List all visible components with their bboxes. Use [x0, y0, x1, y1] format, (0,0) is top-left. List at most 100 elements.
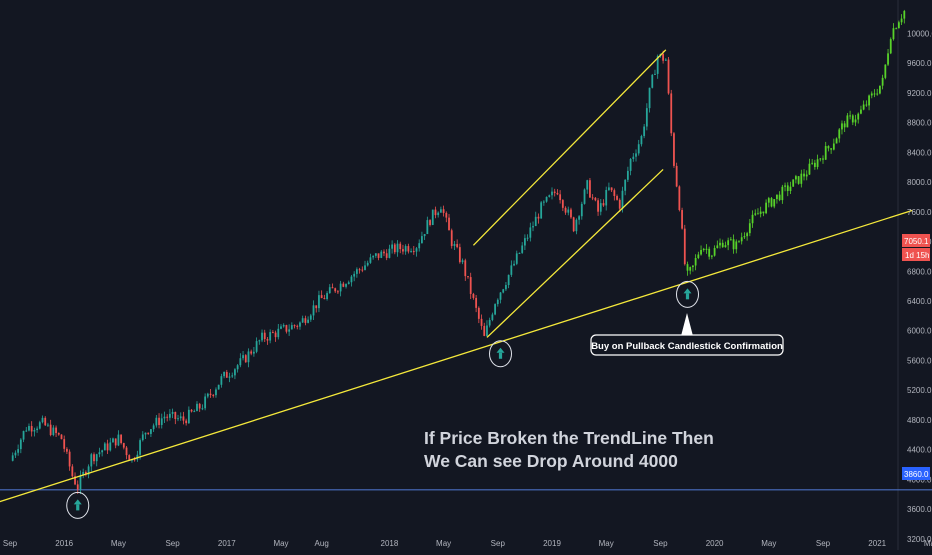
candle-body: [705, 248, 708, 250]
candle-body: [187, 409, 190, 424]
candle-body: [505, 285, 507, 290]
candle-body: [19, 439, 22, 450]
candle-body: [857, 113, 860, 120]
candle-body: [84, 471, 87, 475]
candle-body: [572, 217, 575, 232]
candle-body: [339, 283, 342, 292]
candle-body: [605, 189, 608, 206]
candle-body: [610, 187, 613, 191]
candle-body: [789, 186, 792, 191]
candle-body: [594, 197, 597, 201]
buy-marker-1: [66, 491, 90, 519]
candle-body: [746, 233, 749, 237]
candle-body: [526, 237, 529, 239]
candle-body: [762, 211, 765, 214]
candle-body: [710, 255, 713, 257]
candle-body: [318, 295, 320, 309]
candle-body: [618, 199, 621, 209]
candle-body: [556, 192, 559, 195]
y-tick-label: 8800.0: [907, 119, 932, 128]
y-tick-label: 5200.0: [907, 386, 932, 395]
candle-body: [421, 236, 423, 244]
x-tick-label: May: [924, 539, 932, 548]
candle-body: [331, 287, 334, 289]
candle-body: [586, 180, 589, 190]
candle-body: [28, 426, 30, 431]
x-tick-label: 2021: [868, 539, 886, 548]
trendline-1[interactable]: [0, 209, 913, 503]
candle-body: [158, 417, 160, 425]
candle-body: [361, 269, 364, 271]
candle-body: [95, 454, 98, 462]
candle-body: [589, 180, 591, 198]
candle-body: [670, 93, 673, 134]
candle-body: [179, 416, 182, 419]
candle-body: [721, 242, 724, 248]
candle-body: [553, 191, 556, 193]
y-tick-label: 6800.0: [907, 267, 932, 276]
trendline-2[interactable]: [486, 168, 664, 338]
candle-body: [288, 329, 291, 332]
candle-body: [388, 248, 391, 258]
candle-body: [494, 304, 496, 315]
candle-body: [458, 247, 461, 263]
candle-body: [776, 194, 778, 200]
callout-box: Buy on Pullback Candlestick Confirmation: [590, 313, 784, 356]
candle-body: [312, 305, 315, 316]
candle-body: [635, 153, 637, 157]
candle-body: [735, 241, 738, 250]
candle-body: [621, 190, 624, 209]
candle-body: [537, 216, 540, 219]
candle-body: [383, 251, 385, 254]
candle-body: [355, 269, 358, 274]
candle-body: [429, 220, 431, 225]
candle-body: [702, 248, 705, 251]
candle-body: [578, 216, 580, 220]
candle-body: [716, 245, 719, 249]
callout-label: Buy on Pullback Candlestick Confirmation: [591, 341, 783, 352]
candle-body: [786, 185, 789, 191]
candle-body: [534, 216, 537, 227]
candle-body: [144, 432, 147, 435]
candle-body: [285, 325, 288, 332]
candle-body: [320, 295, 323, 299]
candle-body: [52, 427, 55, 436]
support-price-text: 3860.0: [904, 470, 929, 479]
candle-body: [274, 332, 277, 338]
x-tick-label: 2016: [55, 539, 73, 548]
candle-body: [575, 219, 578, 232]
candle-body: [253, 351, 255, 354]
x-tick-label: Sep: [3, 539, 18, 548]
candle-body: [377, 253, 380, 258]
candle-body: [168, 413, 171, 418]
trendline-3[interactable]: [472, 49, 667, 246]
candle-body: [529, 227, 532, 238]
candle-body: [846, 115, 849, 128]
candle-body: [125, 447, 128, 456]
candle-body: [439, 209, 442, 213]
candle-body: [873, 93, 876, 95]
candle-body: [431, 209, 434, 225]
candle-body: [236, 365, 239, 370]
candle-body: [551, 191, 553, 196]
candle-body: [63, 439, 66, 449]
candle-body: [694, 257, 697, 266]
candle-body: [445, 212, 448, 218]
y-tick-label: 4800.0: [907, 416, 932, 425]
candle-body: [47, 424, 49, 426]
x-tick-label: Sep: [491, 539, 506, 548]
up-arrow-icon: [683, 288, 692, 294]
candle-body: [830, 148, 833, 150]
candle-body: [499, 292, 502, 300]
candle-body: [290, 325, 293, 330]
candle-body: [326, 293, 328, 300]
candle-body: [60, 434, 63, 440]
candle-body: [784, 185, 786, 187]
candle-body: [770, 198, 773, 207]
candle-body: [591, 197, 594, 199]
candle-body: [190, 409, 193, 412]
candle-body: [461, 260, 464, 263]
candle-body: [542, 201, 545, 203]
